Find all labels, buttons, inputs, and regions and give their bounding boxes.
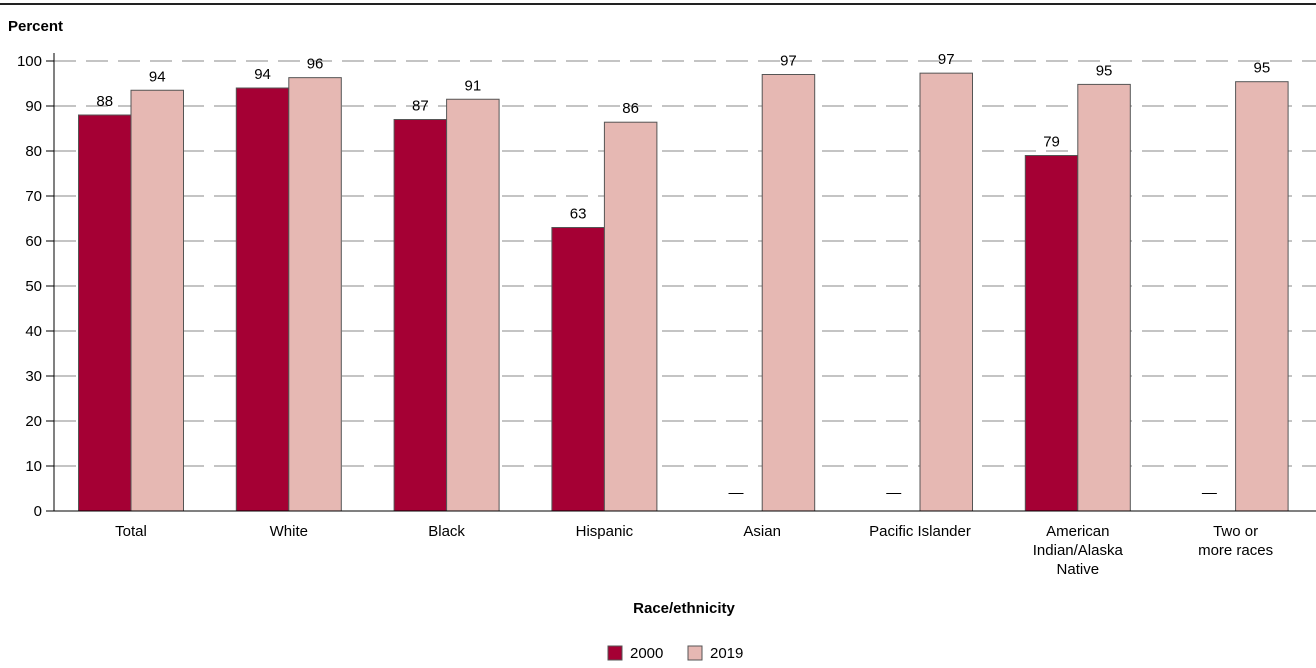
data-label-2019-3: 86	[622, 100, 639, 117]
category-label-5: Pacific Islander	[869, 523, 971, 540]
data-label-2000-2: 87	[412, 98, 429, 115]
bar-2000-0	[78, 114, 132, 512]
bar-2019-6	[1077, 83, 1131, 512]
data-label-2000-1: 94	[254, 66, 271, 83]
y-tick-label-50: 50	[25, 278, 42, 295]
bar-2000-1	[235, 87, 290, 512]
data-label-2000-5: —	[886, 485, 901, 502]
category-label-3: Hispanic	[576, 523, 634, 540]
legend: 2000 2019	[607, 645, 743, 662]
y-tick-label-70: 70	[25, 188, 42, 205]
data-label-2000-6: 79	[1043, 134, 1060, 151]
x-axis-title: Race/ethnicity	[633, 600, 735, 617]
category-label-1: White	[270, 523, 308, 540]
bar-2019-5	[919, 72, 973, 512]
y-tick-label-100: 100	[17, 53, 42, 70]
data-label-2019-0: 94	[149, 68, 166, 85]
bar-2019-7	[1235, 81, 1289, 512]
y-tick-label-20: 20	[25, 413, 42, 430]
category-label-7: Two or more races	[1198, 523, 1273, 559]
legend-swatch-2000	[607, 645, 623, 661]
bar-2019-4	[761, 74, 816, 512]
x-axis-categories: Total White Black Hispanic Asian Pacific Isla…	[115, 523, 1273, 578]
y-axis-title: Percent	[8, 18, 63, 35]
y-axis-ticks: 0 10 20 30 40 50 60 70 80 90 100	[17, 53, 54, 520]
y-tick-label-0: 0	[34, 503, 42, 520]
data-labels: 88 94 94 96 87 91 63 86 — 97 — 97 79 95 — 95	[96, 51, 1270, 501]
legend-swatch-2019	[687, 645, 703, 661]
data-label-2000-0: 88	[96, 93, 113, 110]
legend-label-2000: 2000	[630, 645, 663, 662]
bars	[78, 72, 1289, 512]
data-label-2019-4: 97	[780, 53, 797, 70]
bar-2019-2	[446, 98, 500, 512]
data-label-2019-6: 95	[1096, 62, 1113, 79]
category-label-2: Black	[428, 523, 465, 540]
data-label-2019-5: 97	[938, 51, 955, 68]
data-label-2000-7: —	[1202, 485, 1217, 502]
y-tick-label-40: 40	[25, 323, 42, 340]
data-label-2019-7: 95	[1254, 60, 1271, 77]
bar-2019-1	[288, 77, 342, 512]
y-tick-label-90: 90	[25, 98, 42, 115]
bar-2000-2	[393, 119, 448, 512]
bar-2019-3	[603, 121, 658, 512]
y-tick-label-10: 10	[25, 458, 42, 475]
bar-2000-6	[1024, 155, 1079, 512]
data-label-2019-2: 91	[465, 77, 482, 94]
category-label-4: Asian	[743, 523, 781, 540]
data-label-2000-3: 63	[570, 206, 587, 223]
y-tick-label-80: 80	[25, 143, 42, 160]
y-tick-label-30: 30	[25, 368, 42, 385]
data-label-2019-1: 96	[307, 56, 324, 73]
data-label-2000-4: —	[728, 485, 743, 502]
bar-2000-3	[551, 227, 605, 512]
category-label-6: American Indian/Alaska Native	[1033, 523, 1124, 578]
category-label-0: Total	[115, 523, 147, 540]
bar-2019-0	[130, 89, 184, 512]
legend-label-2019: 2019	[710, 645, 743, 662]
y-tick-label-60: 60	[25, 233, 42, 250]
